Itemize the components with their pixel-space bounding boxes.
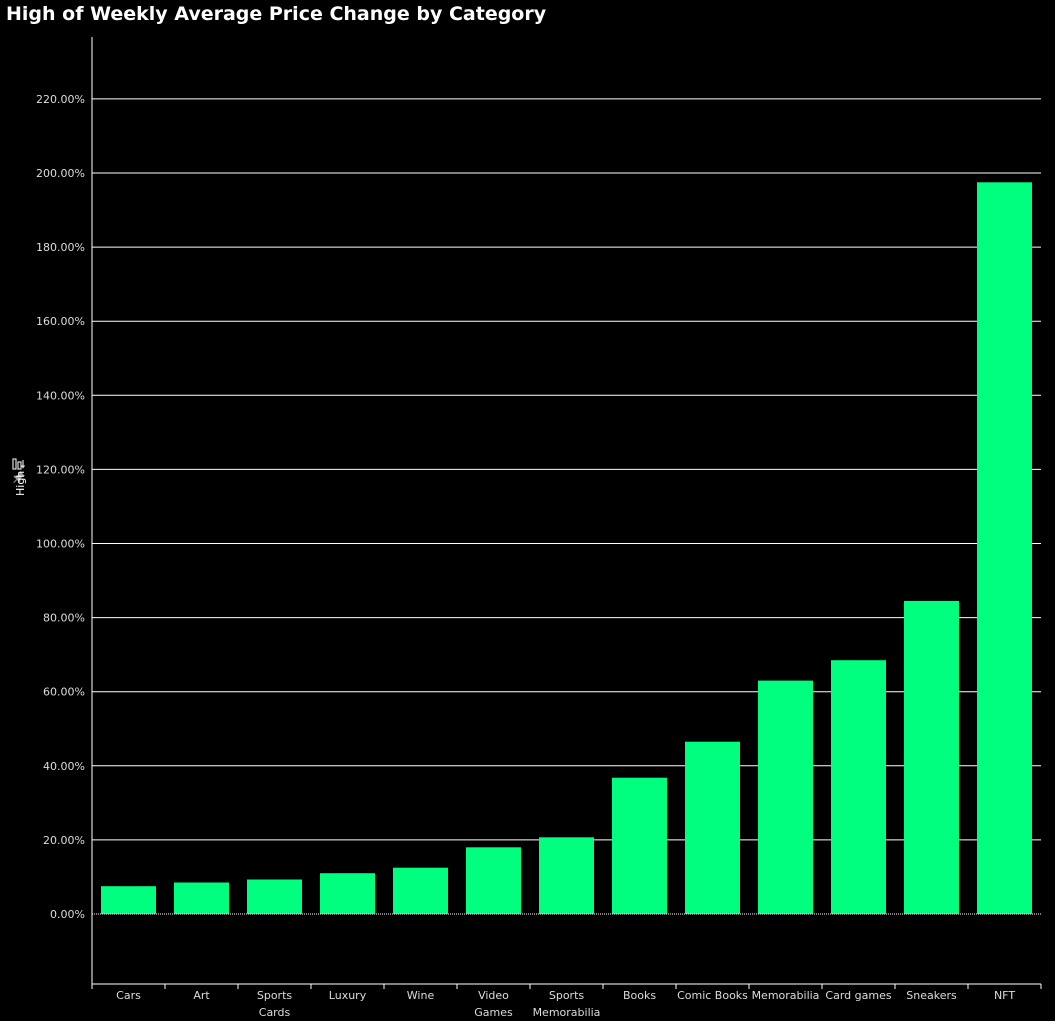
- y-tick-label: 140.00%: [36, 389, 85, 402]
- bar-sports-memorabilia[interactable]: [539, 837, 594, 914]
- y-tick-label: 180.00%: [36, 241, 85, 254]
- bar-sneakers[interactable]: [904, 600, 959, 914]
- x-tick-label: Art: [193, 989, 210, 1002]
- x-tick-label: Games: [474, 1006, 513, 1019]
- y-tick-label: 40.00%: [43, 760, 85, 773]
- x-tick-label: Sneakers: [906, 989, 957, 1002]
- y-tick-label: 60.00%: [43, 686, 85, 699]
- bar-sports-cards[interactable]: [247, 879, 302, 915]
- y-tick-label: 220.00%: [36, 93, 85, 106]
- x-tick-label: Comic Books: [677, 989, 748, 1002]
- bar-books[interactable]: [612, 777, 667, 914]
- x-tick-label: NFT: [994, 989, 1015, 1002]
- y-tick-label: 160.00%: [36, 315, 85, 328]
- y-tick-label: 120.00%: [36, 463, 85, 476]
- y-tick-label: 0.00%: [50, 908, 85, 921]
- y-tick-label: 100.00%: [36, 538, 85, 551]
- chart-title: High of Weekly Average Price Change by C…: [6, 3, 547, 25]
- x-tick-label: Memorabilia: [533, 1006, 601, 1019]
- bar-wine[interactable]: [393, 867, 448, 914]
- x-tick-label: Video: [478, 989, 509, 1002]
- x-tick-label: Sports: [257, 989, 293, 1002]
- y-tick-label: 20.00%: [43, 834, 85, 847]
- y-tick-label: 200.00%: [36, 167, 85, 180]
- x-tick-label: Cards: [259, 1006, 291, 1019]
- bar-comic-books[interactable]: [685, 741, 740, 914]
- x-tick-label: Card games: [825, 989, 891, 1002]
- x-tick-label: Books: [623, 989, 656, 1002]
- x-tick-label: Wine: [407, 989, 435, 1002]
- bar-card-games[interactable]: [831, 660, 886, 914]
- sort-icon[interactable]: [12, 458, 26, 470]
- bar-cars[interactable]: [101, 886, 156, 914]
- bar-luxury[interactable]: [320, 873, 375, 914]
- x-tick-label: Sports: [549, 989, 585, 1002]
- y-tick-label: 80.00%: [43, 612, 85, 625]
- bar-nft[interactable]: [977, 182, 1032, 915]
- bar-art[interactable]: [174, 882, 229, 915]
- x-tick-label: Memorabilia: [752, 989, 820, 1002]
- y-axis-title: High: [9, 458, 29, 528]
- bar-video-games[interactable]: [466, 847, 521, 914]
- pin-icon[interactable]: [12, 470, 26, 484]
- bar-memorabilia[interactable]: [758, 680, 813, 914]
- x-tick-label: Cars: [116, 989, 141, 1002]
- x-tick-label: Luxury: [329, 989, 367, 1002]
